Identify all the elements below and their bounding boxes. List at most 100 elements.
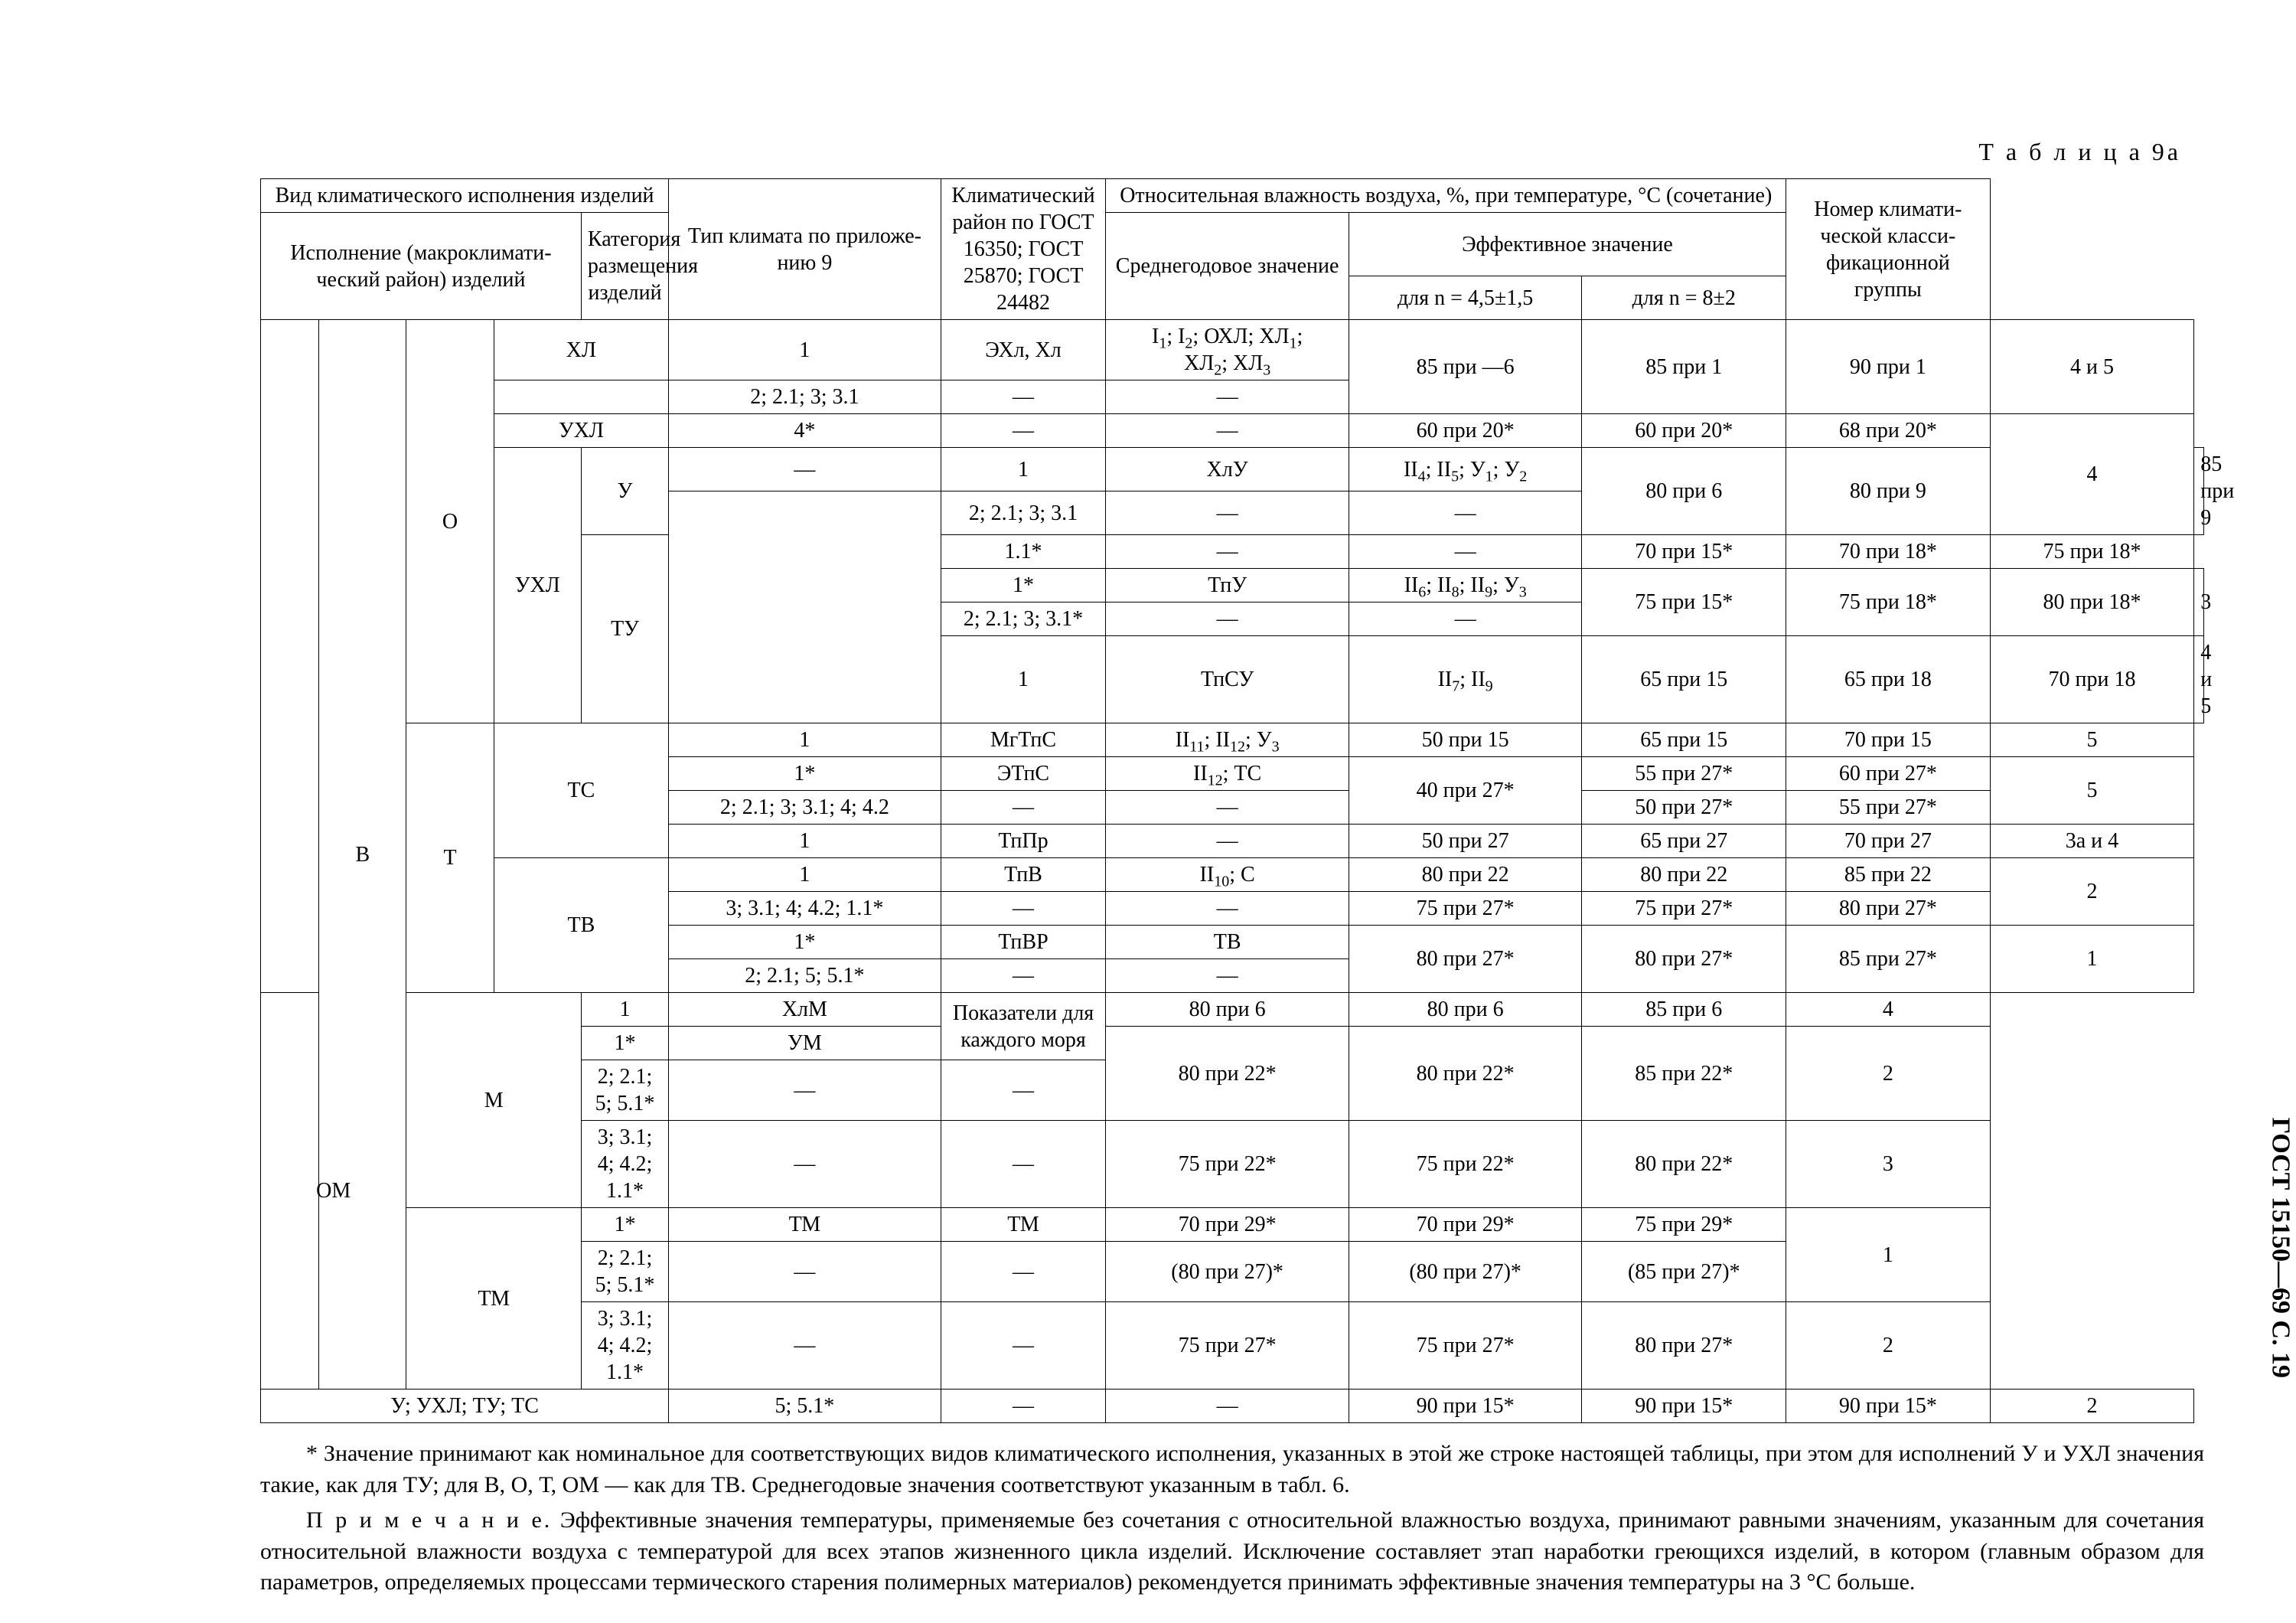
typ: ЭХл, Хл [941,320,1106,380]
reg: II11; II12; У3 [1106,723,1349,757]
e1: 75 при 18* [1786,569,1991,636]
avg: 70 при 15* [1582,535,1786,569]
e1: 80 при 6 [1349,993,1582,1027]
reg: — [1106,1390,1349,1423]
avg: 75 при 15* [1582,569,1786,636]
e1: 70 при 29* [1349,1208,1582,1242]
e2: 85 при 9 [2194,448,2204,535]
e1: 50 при 27* [1582,791,1786,825]
cat: 1* [669,757,941,791]
reg: — [941,1242,1106,1302]
cat: 3; 3.1; 4; 4.2; 1.1* [581,1302,668,1390]
e2: 60 при 27* [1786,757,1991,791]
grp: 5 [1990,757,2194,825]
avg: 60 при 20* [1349,414,1582,448]
avg: 80 при 22* [1106,1027,1349,1121]
cat: 2; 2.1; 5; 5.1* [581,1242,668,1302]
side-standard-label: ГОСТ 15150—69 С. 19 [2265,1118,2294,1378]
cell-T: Т [406,723,494,993]
e1: 60 при 20* [1582,414,1786,448]
reg: — [1106,959,1349,993]
cell-TC: ТС [494,723,669,858]
typ: — [941,1390,1106,1423]
e2: 80 при 18* [1990,569,2194,636]
e1: 75 при 27* [1349,1302,1582,1390]
e2: 80 при 27* [1786,892,1991,926]
reg: — [1106,825,1349,858]
e2: 85 при 27* [1786,926,1991,993]
cell-XL: ХЛ [494,320,669,380]
e1: 85 при 1 [1582,320,1786,414]
e2: 68 при 20* [1786,414,1991,448]
typ: ТпВ [941,858,1106,892]
cell-UHL: УХЛ [494,448,581,723]
typ: — [941,380,1106,414]
h-n45: для n = 4,5±1,5 [1349,276,1582,320]
avg: 50 при 15 [1349,723,1582,757]
h-group: Номер климати­ческой класси­фикационной … [1786,179,1991,320]
h-n8: для n = 8±2 [1582,276,1786,320]
reg: ТМ [941,1208,1106,1242]
e1: 65 при 27 [1582,825,1786,858]
cat: 5; 5.1* [669,1390,941,1423]
h-kind: Вид климатического исполнения изделий [261,179,669,213]
reg: II7; II9 [1349,636,1582,723]
cat: 1 [669,825,941,858]
grp: 2 [1990,858,2194,926]
reg: — [1106,791,1349,825]
e2: (85 при 27)* [1582,1242,1786,1302]
reg: Показатели для каждого моря [941,993,1106,1060]
cell-TM: ТМ [406,1208,582,1390]
cat: 2; 2.1; 3; 3.1; 4; 4.2 [669,791,941,825]
grp: 3 [1786,1121,1991,1208]
reg: — [1106,892,1349,926]
reg: — [941,1121,1106,1208]
typ: УМ [669,1027,941,1060]
typ: — [669,1121,941,1208]
typ: ЭТпС [941,757,1106,791]
typ: ТпСУ [1106,636,1349,723]
reg: — [941,1302,1106,1390]
footnote-star: * Значение принимают как номинальное для… [260,1438,2204,1501]
cat: 1 [669,320,941,380]
typ: — [669,1242,941,1302]
cat: 3; 3.1; 4; 4.2; 1.1* [669,892,941,926]
h-exec: Исполнение (макроклимати­ческий район) и… [261,213,582,320]
table-9a: Вид климатического исполнения изделий Ти… [260,178,2204,1423]
typ: — [1106,491,1349,535]
typ: — [669,1302,941,1390]
reg: — [1106,380,1349,414]
reg: II4; II5; У1; У2 [1349,448,1582,491]
cat: 1* [941,569,1106,603]
typ: — [941,414,1106,448]
table-caption: Т а б л и ц а 9а [260,138,2181,166]
e2: 75 при 18* [1990,535,2194,569]
cell-UHL-top: УХЛ [494,414,669,448]
avg: 90 при 15* [1349,1390,1582,1423]
reg: I1; I2; ОХЛ; ХЛ1;ХЛ2; ХЛ3 [1106,320,1349,380]
grp: 4 [1990,414,2194,535]
e1: (80 при 27)* [1349,1242,1582,1302]
h-category: Категория размещения изделий [581,213,668,320]
h-humidity: Относительная влажность воздуха, %, при … [1106,179,1786,213]
e1: 80 при 22 [1582,858,1786,892]
avg: (80 при 27)* [1106,1242,1349,1302]
reg: II6; II8; II9; У3 [1349,569,1582,603]
avg: 80 при 6 [1106,993,1349,1027]
reg: ТВ [1106,926,1349,959]
avg: 40 при 27* [1349,757,1582,825]
e2: 80 при 22* [1582,1121,1786,1208]
h-avg: Среднегодовое значение [1106,213,1349,320]
e2: 85 при 22 [1786,858,1991,892]
grp: 3а и 4 [1990,825,2194,858]
cat: 2; 2.1; 5; 5.1* [669,959,941,993]
h-eff: Эффективное значение [1349,213,1786,276]
grp: 4 и 5 [1990,320,2194,414]
avg: 75 при 22* [1106,1121,1349,1208]
cat: 1 [669,723,941,757]
cell-bottom-exec: У; УХЛ; ТУ; ТС [261,1390,669,1423]
e2: 55 при 27* [1786,791,1991,825]
avg: 65 при 15 [1582,636,1786,723]
grp: 4 и 5 [2194,636,2204,723]
grp: 2 [1786,1302,1991,1390]
